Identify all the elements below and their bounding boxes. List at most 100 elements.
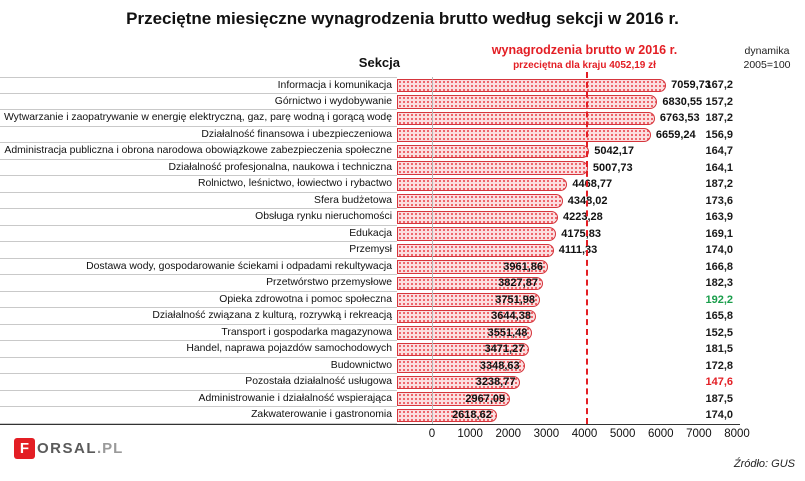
average-line <box>586 72 589 424</box>
wage-bar <box>397 408 497 422</box>
value-label: 5042,17 <box>594 145 634 158</box>
section-label: Przemysł <box>0 242 397 259</box>
wage-bar <box>397 359 525 373</box>
bar-cell: 4175,83 <box>397 226 677 243</box>
chart-row: Administrowanie i działalność wspierając… <box>0 391 740 407</box>
chart-row: Zakwaterowanie i gastronomia 2618,62 174… <box>0 407 740 424</box>
dynamics-value: 157,2 <box>705 95 733 108</box>
forsal-logo-name: ORSAL <box>37 440 97 457</box>
dynamics-value: 165,8 <box>705 310 733 323</box>
dynamics-value: 187,2 <box>705 178 733 191</box>
forsal-logo: F ORSAL .PL <box>14 438 123 459</box>
wage-bar <box>397 326 533 340</box>
wage-bar <box>397 128 651 142</box>
section-label: Transport i gospodarka magazynowa <box>0 325 397 341</box>
bar-cell: 4223,28 <box>397 209 677 226</box>
wage-bar <box>397 194 563 208</box>
source-note: Źródło: GUS <box>733 458 795 470</box>
value-label: 3827,87 <box>498 277 538 290</box>
chart-row: Działalność profesjonalna, naukowa i tec… <box>0 160 740 176</box>
dynamics-value: 163,9 <box>705 211 733 224</box>
chart-row: Przetwórstwo przemysłowe 3827,87 182,3 <box>0 275 740 292</box>
value-label: 4175,83 <box>561 227 601 240</box>
bar-cell: 7059,73 <box>397 77 711 94</box>
wage-bar <box>397 177 568 191</box>
value-label: 4111,33 <box>558 244 598 257</box>
bar-cell: 4111,33 <box>397 242 677 259</box>
x-tick-label: 0 <box>428 428 436 440</box>
dynamics-value: 164,7 <box>705 145 733 158</box>
wage-bar <box>397 243 554 257</box>
value-label: 2967,09 <box>465 392 506 405</box>
value-label: 4468,77 <box>572 178 613 191</box>
chart-row: Edukacja 4175,83 169,1 <box>0 226 740 243</box>
chart-row: Działalność związana z kulturą, rozrywką… <box>0 308 740 325</box>
dynamics-value: 173,6 <box>705 194 733 207</box>
wage-bar <box>397 95 658 109</box>
chart-row: Sfera budżetowa 4348,02 173,6 <box>0 193 740 209</box>
section-label: Pozostała działalność usługowa <box>0 374 397 391</box>
value-label: 2618,62 <box>452 409 492 422</box>
section-label: Informacja i komunikacja <box>0 77 397 94</box>
dynamics-value: 174,0 <box>705 409 733 422</box>
bar-cell: 6659,24 <box>397 127 696 144</box>
chart-row: Obsługa rynku nieruchomości 4223,28 163,… <box>0 209 740 226</box>
value-label: 6763,53 <box>659 112 700 125</box>
section-label: Rolnictwo, leśnictwo, łowiectwo i rybact… <box>0 176 397 193</box>
value-label: 6830,55 <box>662 95 703 108</box>
dynamics-value: 147,6 <box>705 376 733 389</box>
wage-bar <box>397 161 588 175</box>
dynamics-value: 174,0 <box>705 244 733 257</box>
x-axis: 0 1000 2000 3000 4000 5000 6000 7000 8000 <box>428 428 750 442</box>
bar-cell: 6763,53 <box>397 110 700 127</box>
wage-bar <box>397 78 667 92</box>
x-tick-label: 3000 <box>533 428 560 440</box>
dynamics-value: 164,1 <box>705 161 733 174</box>
dynamics-value: 182,3 <box>705 277 733 290</box>
chart-row: Informacja i komunikacja 7059,73 167,2 <box>0 77 740 94</box>
wage-bar <box>397 309 536 323</box>
chart-row: Dostawa wody, gospodarowanie ściekami i … <box>0 259 740 275</box>
section-label: Opieka zdrowotna i pomoc społeczna <box>0 292 397 308</box>
bar-cell: 3551,48 <box>397 325 677 342</box>
section-label: Handel, naprawa pojazdów samochodowych <box>0 341 397 358</box>
value-label: 3961,86 <box>503 260 544 273</box>
column-header-section: Sekcja <box>358 55 400 70</box>
bar-cell: 4468,77 <box>397 176 677 193</box>
bar-cell: 3644,38 <box>397 308 677 325</box>
bar-cell: 5042,17 <box>397 143 677 160</box>
bar-cell: 3471,27 <box>397 341 677 358</box>
section-label: Działalność profesjonalna, naukowa i tec… <box>0 160 397 176</box>
section-label: Administracja publiczna i obrona narodow… <box>0 143 397 160</box>
value-label: 3751,98 <box>495 293 536 306</box>
x-tick-label: 8000 <box>724 428 750 440</box>
x-tick-label: 6000 <box>647 428 674 440</box>
column-header-wages: wynagrodzenia brutto w 2016 r. <box>491 43 678 57</box>
section-label: Dostawa wody, gospodarowanie ściekami i … <box>0 259 397 275</box>
value-label: 7059,73 <box>671 79 711 92</box>
chart-row: Przemysł 4111,33 174,0 <box>0 242 740 259</box>
section-label: Obsługa rynku nieruchomości <box>0 209 397 226</box>
wage-bar <box>397 210 558 224</box>
x-tick-label: 5000 <box>609 428 636 440</box>
chart-row: Opieka zdrowotna i pomoc społeczna 3751,… <box>0 292 740 308</box>
wage-bar <box>397 276 543 290</box>
x-tick-label: 2000 <box>495 428 522 440</box>
section-label: Sfera budżetowa <box>0 193 397 209</box>
forsal-logo-tld: .PL <box>97 440 124 457</box>
wage-bar <box>397 144 590 158</box>
chart-rows: Informacja i komunikacja 7059,73 167,2 G… <box>0 77 740 425</box>
value-label: 6659,24 <box>655 128 696 141</box>
value-label: 3551,48 <box>487 326 528 339</box>
dynamics-value: 187,5 <box>705 392 733 405</box>
section-label: Zakwaterowanie i gastronomia <box>0 407 397 424</box>
wage-bar <box>397 111 655 125</box>
value-label: 3348,63 <box>479 359 520 372</box>
value-label: 5007,73 <box>592 161 633 174</box>
value-label: 3238,77 <box>475 376 516 389</box>
dynamics-value: 167,2 <box>705 79 733 92</box>
wage-bar <box>397 227 557 241</box>
section-label: Budownictwo <box>0 358 397 374</box>
value-label: 3644,38 <box>491 310 531 323</box>
section-label: Górnictwo i wydobywanie <box>0 94 397 110</box>
